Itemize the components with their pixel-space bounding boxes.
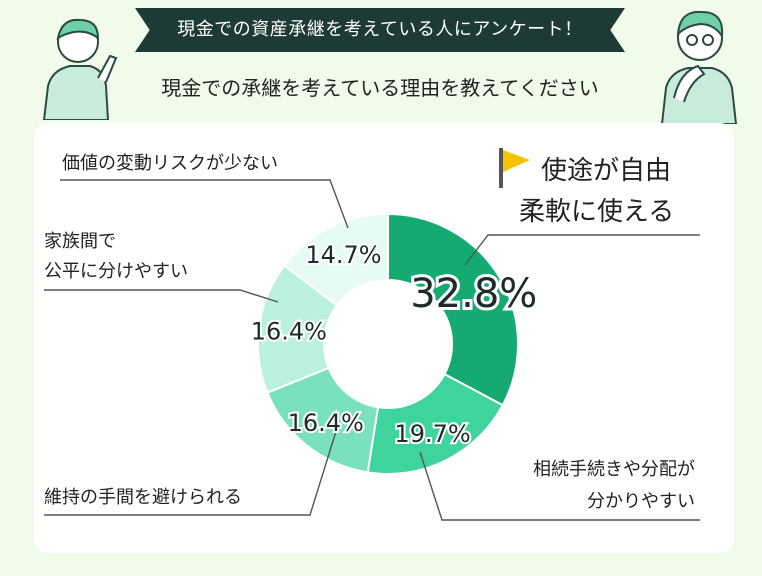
- person-pointing-illustration: [42, 18, 118, 120]
- percent-label-5: 14.7%: [305, 241, 381, 269]
- donut-slice-5: [282, 212, 389, 307]
- leader-line-5: [60, 179, 349, 229]
- percent-label-4: 16.4%: [251, 317, 327, 345]
- percent-label-1: 32.8%: [410, 271, 537, 317]
- donut-slice-3: [266, 366, 380, 474]
- slice-label-1-line-2: 柔軟に使える: [519, 197, 675, 227]
- percent-label-3: 16.4%: [288, 409, 364, 437]
- leader-line-1: [464, 234, 700, 266]
- banner-title: 現金での資産承継を考えている人にアンケート！: [177, 19, 583, 40]
- title-banner: [135, 8, 625, 52]
- slice-label-4-line-1: 家族間で: [44, 231, 116, 252]
- slice-label-5: 価値の変動リスクが少ない: [62, 153, 278, 174]
- donut-slice-1: [387, 212, 519, 407]
- leader-line-4: [44, 289, 279, 303]
- slice-label-1-line-1: 使途が自由: [541, 156, 672, 186]
- person-thinking-illustration: [660, 10, 738, 124]
- chart-card: [34, 123, 734, 553]
- donut-slice-4: [257, 264, 339, 394]
- question-subtitle: 現金での承継を考えている理由を教えてください: [161, 76, 599, 100]
- slice-label-2-line-1: 相続手続きや分配が: [533, 459, 695, 480]
- slice-label-4-line-2: 公平に分けやすい: [44, 261, 188, 282]
- leader-line-2: [419, 451, 700, 521]
- leader-line-3: [44, 424, 339, 516]
- slice-label-3: 維持の手間を避けられる: [44, 487, 242, 508]
- percent-label-2: 19.7%: [394, 420, 470, 448]
- flag-icon: [499, 148, 530, 188]
- slice-label-2-line-2: 分かりやすい: [587, 491, 695, 512]
- donut-slice-2: [366, 372, 505, 475]
